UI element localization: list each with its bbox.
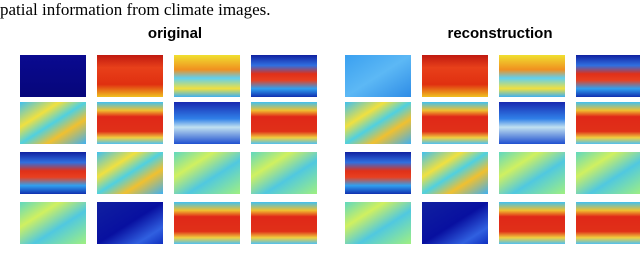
climate-image xyxy=(345,152,411,194)
climate-image xyxy=(251,102,317,144)
climate-image xyxy=(345,102,411,144)
climate-image xyxy=(422,55,488,97)
climate-image xyxy=(576,152,640,194)
climate-image xyxy=(20,102,86,144)
climate-image xyxy=(174,202,240,244)
climate-image xyxy=(251,202,317,244)
caption-fragment: patial information from climate images. xyxy=(0,0,271,19)
climate-image xyxy=(345,202,411,244)
climate-image xyxy=(422,202,488,244)
climate-image xyxy=(97,102,163,144)
panel-title: reconstruction xyxy=(447,25,552,42)
climate-image xyxy=(422,102,488,144)
climate-image xyxy=(174,55,240,97)
climate-image xyxy=(499,202,565,244)
climate-image xyxy=(251,55,317,97)
climate-image xyxy=(576,202,640,244)
climate-image xyxy=(174,152,240,194)
climate-image xyxy=(499,152,565,194)
climate-image xyxy=(499,55,565,97)
climate-image xyxy=(97,202,163,244)
climate-image xyxy=(20,202,86,244)
climate-image xyxy=(97,55,163,97)
climate-image xyxy=(97,152,163,194)
panel-title: original xyxy=(148,25,202,42)
image-grid xyxy=(20,55,640,244)
climate-image xyxy=(174,102,240,144)
climate-image xyxy=(422,152,488,194)
climate-image xyxy=(251,152,317,194)
climate-image xyxy=(499,102,565,144)
climate-image xyxy=(576,102,640,144)
climate-image xyxy=(20,55,86,97)
climate-image xyxy=(20,152,86,194)
climate-image xyxy=(345,55,411,97)
climate-image xyxy=(576,55,640,97)
